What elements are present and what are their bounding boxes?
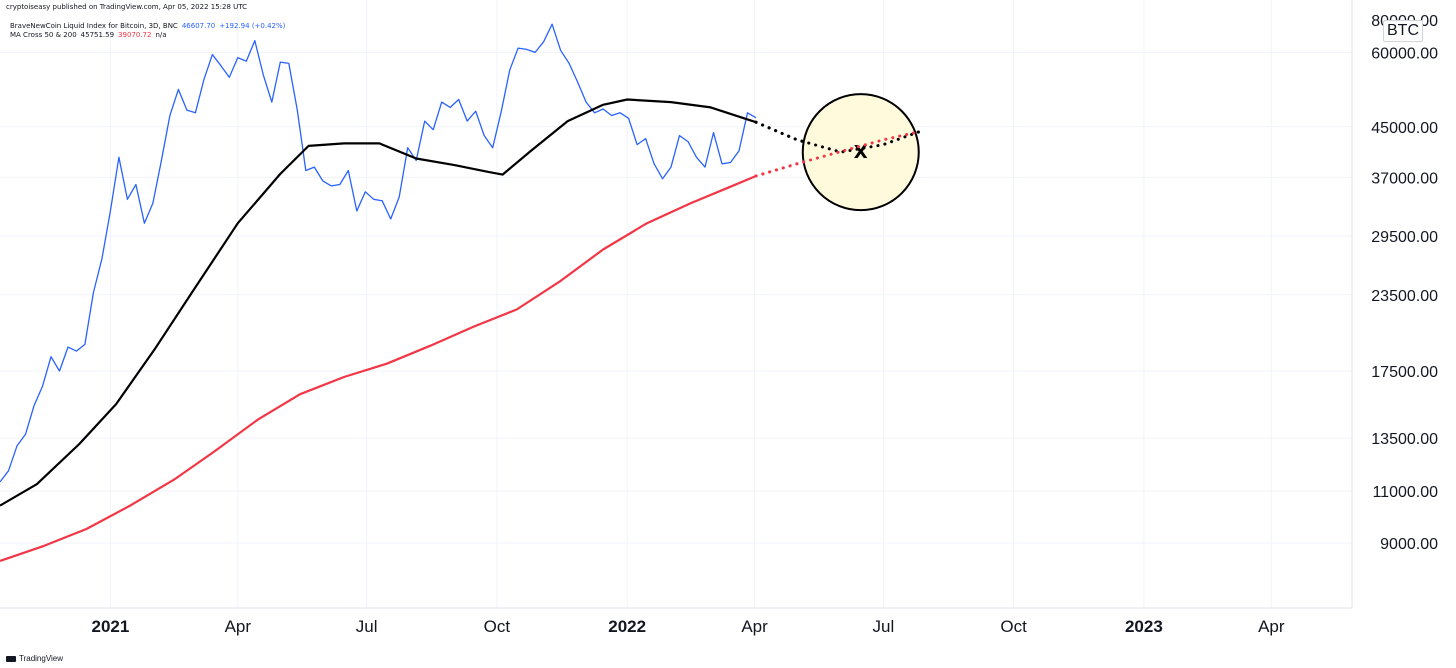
price-tick-label: 37000.00 (1371, 170, 1438, 187)
symbol-price: 46607.70 (181, 22, 216, 30)
annotation-layer: X (754, 93, 922, 212)
price-tick-label: 60000.00 (1371, 45, 1438, 62)
time-tick-label: 2022 (608, 617, 646, 636)
ma200-line (0, 174, 757, 562)
time-tick-label: Apr (225, 617, 252, 636)
published-info: cryptoiseasy published on TradingView.co… (6, 3, 248, 11)
indicator-extra: n/a (155, 31, 167, 39)
price-tick-label: 11000.00 (1372, 484, 1438, 501)
price-tick-label: 17500.00 (1371, 364, 1438, 381)
time-tick-label: 2023 (1125, 617, 1163, 636)
ma50-line (0, 98, 757, 507)
symbol-badge: BTC (1383, 20, 1423, 42)
price-axis[interactable]: 9000.00 11000.00 13500.00 17500.00 23500.00 2… (1371, 13, 1438, 553)
symbol-description: BraveNewCoin Liquid Index for Bitcoin, 3… (10, 22, 178, 30)
time-tick-label: Jul (356, 617, 378, 636)
time-tick-label: Oct (1000, 617, 1027, 636)
time-tick-label: 2021 (92, 617, 130, 636)
symbol-change: +192.94 (+0.42%) (219, 22, 286, 30)
price-tick-label: 23500.00 (1371, 288, 1438, 305)
grid (0, 0, 1352, 608)
ma200-value: 39070.72 (118, 31, 152, 39)
price-line (0, 23, 757, 483)
projection-circle[interactable] (801, 93, 920, 212)
time-tick-label: Jul (873, 617, 895, 636)
time-tick-label: Apr (1258, 617, 1285, 636)
price-tick-label: 9000.00 (1380, 536, 1438, 553)
time-axis[interactable]: 2021 Apr Jul Oct 2022 Apr Jul Oct 2023 Apr (92, 617, 1285, 636)
ma50-value: 45751.59 (80, 31, 115, 39)
time-tick-label: Apr (741, 617, 768, 636)
indicator-legend[interactable]: MA Cross 50 & 200 45751.59 39070.72 n/a (10, 31, 171, 39)
tradingview-label: TradingView (19, 654, 64, 663)
tradingview-footer[interactable]: TradingView (6, 654, 63, 663)
price-tick-label: 45000.00 (1371, 120, 1438, 137)
ma200-projection-line-over (754, 129, 922, 178)
price-tick-label: 13500.00 (1371, 431, 1438, 448)
tradingview-logo-icon (6, 655, 16, 662)
time-tick-label: Oct (484, 617, 511, 636)
series-layer (0, 23, 922, 562)
indicator-name: MA Cross 50 & 200 (10, 31, 77, 39)
symbol-legend[interactable]: BraveNewCoin Liquid Index for Bitcoin, 3… (10, 22, 289, 30)
ma50-projection-line-over (754, 120, 922, 154)
price-tick-label: 29500.00 (1371, 229, 1438, 246)
